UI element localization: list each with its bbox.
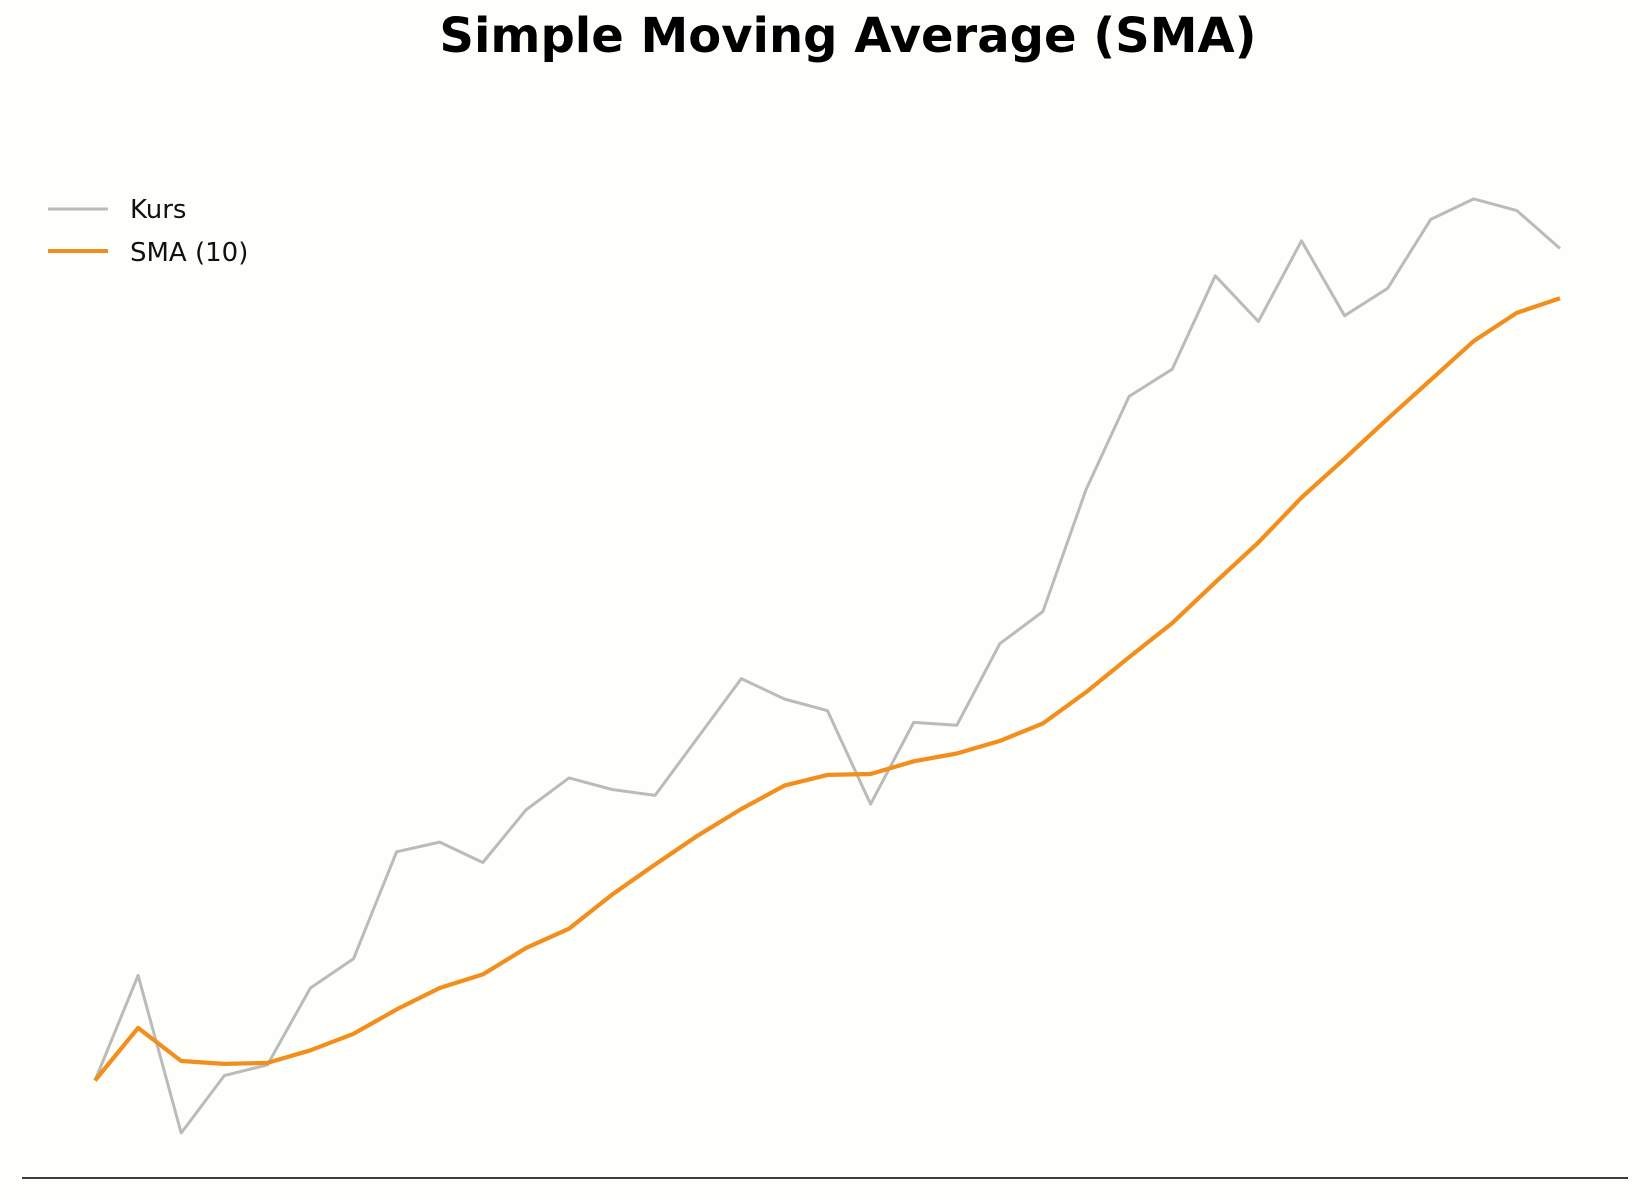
legend: Kurs SMA (10)	[48, 195, 248, 268]
legend-entry-kurs: Kurs	[48, 195, 186, 225]
series-line-sma-10	[93, 296, 1561, 1082]
series-layer	[93, 197, 1561, 1135]
chart-title: Simple Moving Average (SMA)	[439, 8, 1256, 64]
legend-label-sma: SMA (10)	[130, 238, 248, 268]
legend-label-kurs: Kurs	[130, 195, 186, 225]
series-line-kurs	[93, 197, 1561, 1135]
legend-entry-sma: SMA (10)	[48, 238, 248, 268]
plot-area	[22, 197, 1628, 1179]
